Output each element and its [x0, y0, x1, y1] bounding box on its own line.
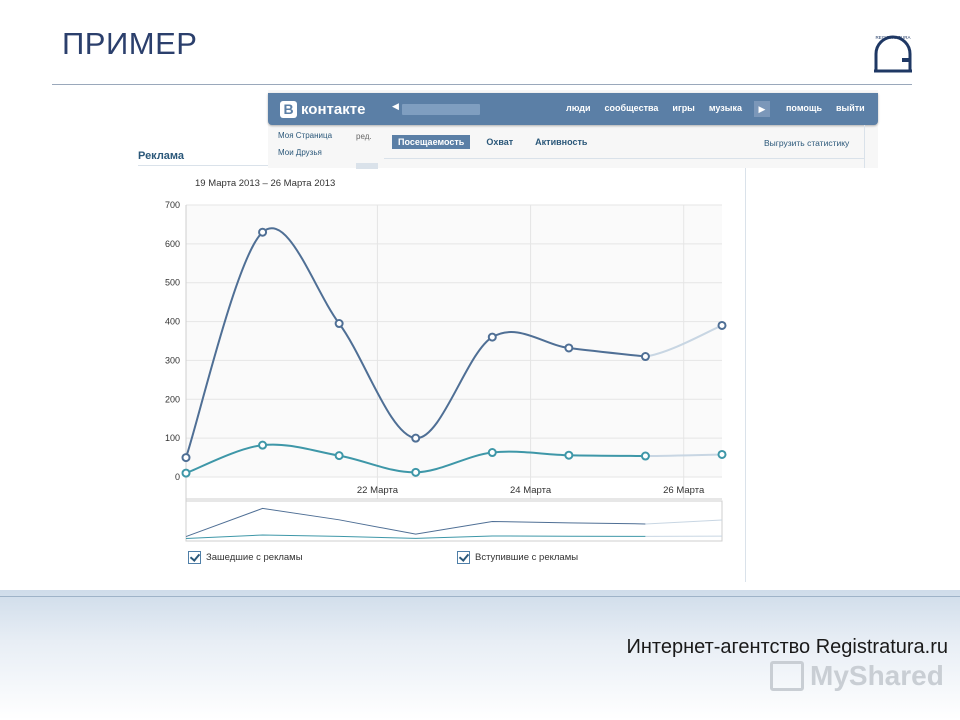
y-tick-label: 300: [165, 355, 180, 365]
vk-right-border: [864, 125, 865, 168]
x-tick-label: 26 Марта: [663, 485, 705, 496]
data-point: [487, 448, 497, 458]
title-divider: [52, 84, 912, 85]
watermark: MyShared: [770, 660, 944, 692]
series-line-faded-0: [645, 324, 723, 358]
attendance-chart: 0 100 200 300 400 500 600 700 22 Марта 24 Марта 26…: [165, 200, 727, 542]
data-point: [564, 343, 574, 353]
ad-heading-divider: [138, 165, 268, 166]
checkbox-icon[interactable]: [457, 551, 470, 564]
plot-background: [186, 205, 722, 477]
y-tick-label: 500: [165, 278, 180, 288]
data-point: [487, 332, 497, 342]
data-point: [564, 450, 574, 460]
data-point: [640, 352, 650, 362]
presentation-icon: [770, 661, 804, 691]
footer-band: [0, 590, 960, 720]
nav-help[interactable]: помощь: [786, 103, 822, 113]
tab-attendance[interactable]: Посещаемость: [392, 135, 471, 149]
data-point: [334, 451, 344, 461]
vk-left-menu: Моя Страница Мои Друзья: [278, 131, 332, 165]
data-point: [411, 433, 421, 443]
legend-label: Вступившие с рекламы: [475, 552, 579, 563]
y-tick-label: 600: [165, 239, 180, 249]
nav-music[interactable]: музыка: [708, 103, 742, 113]
vk-nav-secondary: помощь выйти: [786, 103, 879, 113]
data-point: [181, 453, 191, 463]
vk-nav: люди сообщества игры музыка: [566, 103, 756, 113]
navigator-line-0: [185, 507, 646, 538]
data-point: [181, 468, 191, 478]
nav-logout[interactable]: выйти: [835, 103, 865, 113]
edit-link[interactable]: ред.: [356, 132, 372, 141]
y-tick-label: 200: [165, 394, 180, 404]
y-tick-label: 100: [165, 433, 180, 443]
agency-caption: Интернет-агентство Registratura.ru: [626, 636, 948, 658]
vk-logo-letter: В: [280, 100, 297, 118]
watermark-text: MyShared: [810, 660, 944, 691]
export-stats-link[interactable]: Выгрузить статистику: [764, 138, 850, 148]
x-tick-label: 22 Марта: [357, 485, 399, 496]
ad-heading: Реклама: [138, 150, 185, 162]
slide-title: ПРИМЕР: [62, 26, 198, 61]
tab-activity[interactable]: Активность: [535, 137, 588, 147]
y-tick-label: 700: [165, 200, 180, 210]
y-tick-label: 400: [165, 317, 180, 327]
data-point: [717, 320, 727, 330]
registratura-logo-icon: REGISTRATURA: [874, 35, 912, 73]
series-line-0: [185, 227, 646, 458]
stats-tabs: Посещаемость Охват Активность: [392, 135, 593, 149]
chart-date-range: 19 Марта 2013 – 26 Марта 2013: [195, 178, 336, 189]
menu-my-page[interactable]: Моя Страница: [278, 131, 333, 140]
data-point: [334, 319, 344, 329]
navigator-box: [185, 500, 723, 542]
data-point: [258, 227, 268, 237]
vk-logo[interactable]: В контакте: [280, 100, 365, 118]
tab-reach[interactable]: Охват: [486, 137, 514, 147]
legend-label: Зашедшие с рекламы: [206, 552, 303, 563]
data-point: [640, 451, 650, 461]
vk-search-input[interactable]: [402, 104, 480, 115]
checkbox-icon[interactable]: [188, 551, 201, 564]
vk-top-bar: В контакте ◀ люди сообщества игры музыка…: [268, 93, 878, 125]
nav-games[interactable]: игры: [672, 103, 695, 113]
vk-logo-text: контакте: [301, 100, 366, 118]
logo-text: REGISTRATURA: [876, 35, 911, 40]
data-point: [717, 449, 727, 459]
chart-panel-border: [745, 168, 746, 582]
legend-visited-from-ads[interactable]: Зашедшие с рекламы: [188, 551, 303, 564]
nav-people[interactable]: люди: [566, 103, 591, 113]
navigator-line-1: [185, 534, 646, 540]
data-point: [411, 467, 421, 477]
caret-right-icon[interactable]: ▶: [754, 101, 770, 117]
tabs-divider: [384, 158, 864, 159]
menu-my-friends[interactable]: Мои Друзья: [278, 148, 322, 157]
y-tick-label: 0: [175, 472, 180, 482]
caret-left-icon[interactable]: ◀: [392, 101, 399, 111]
navigator-line-faded-0: [645, 519, 723, 525]
nav-communities[interactable]: сообщества: [604, 103, 659, 113]
footer-divider: [0, 596, 960, 597]
menu-count-badge: [356, 163, 378, 169]
data-point: [258, 440, 268, 450]
x-tick-label: 24 Марта: [510, 485, 552, 496]
legend-joined-from-ads[interactable]: Вступившие с рекламы: [457, 551, 578, 564]
